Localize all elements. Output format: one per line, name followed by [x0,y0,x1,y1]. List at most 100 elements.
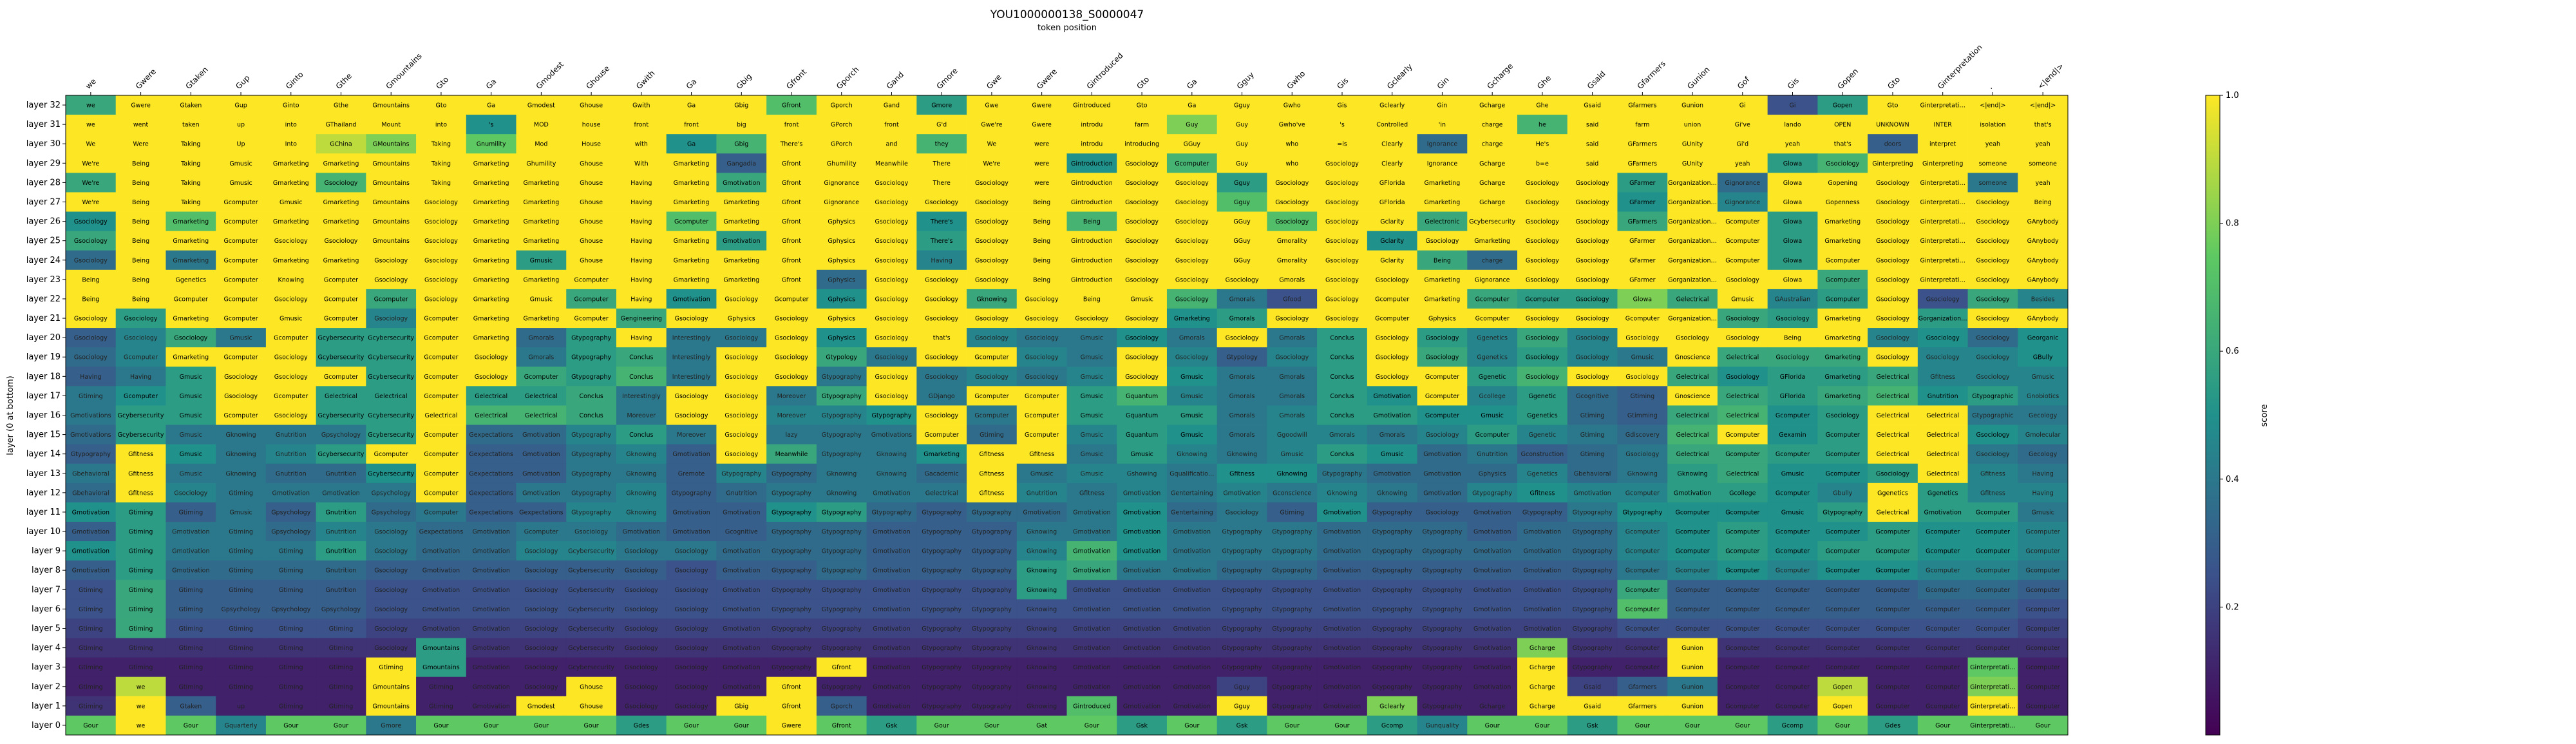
cell-label: Gcomputer [1826,568,1860,575]
heatmap-cell [1667,580,1718,600]
heatmap-cell [1117,463,1168,484]
heatmap-cell [1117,405,1168,425]
cell-label: Gtypography [1422,703,1462,710]
cell-label: Gsociology [1425,354,1459,361]
heatmap-cell [166,115,216,135]
cell-label: Gecology [2029,451,2058,458]
heatmap-cell [1617,502,1668,522]
heatmap-cell [1967,192,2018,212]
cell-label: Gtypography [571,470,611,477]
cell-label: Gphysics [828,335,855,342]
heatmap-cell [716,463,767,484]
cell-label: Gtypography [822,529,862,536]
heatmap-cell [1617,580,1668,600]
heatmap-cell [166,482,216,503]
cell-label: Gcomputer [1776,412,1810,419]
cell-label: Mod [535,141,547,148]
cell-label: Gtypography [1372,606,1412,613]
heatmap-cell [1317,250,1368,271]
cell-label: Gintroduction [1071,276,1113,283]
heatmap-cell [66,347,117,367]
heatmap-cell [1317,386,1368,406]
heatmap-cell [216,560,267,580]
heatmap-cell [66,715,117,736]
heatmap-cell [66,115,117,135]
plot-frame [65,95,2069,736]
heatmap-cell [366,657,417,678]
cell-label: Gsociology [374,257,408,264]
cell-label: Gsk [886,722,898,729]
cell-label: Gmusic [279,316,302,323]
heatmap-cell [1567,444,1618,464]
heatmap-cell [616,153,667,173]
heatmap-cell [816,386,867,406]
cell-label: Mount [381,122,401,129]
cell-label: Gsociology [1976,257,2009,264]
cell-label: GAnybody [2027,276,2059,283]
cell-label: Being [1033,218,1050,225]
cell-label: Gmotivation [1323,587,1361,594]
cell-label: Gopening [1828,180,1857,187]
cell-label: Gmotivation [1423,470,1461,477]
heatmap-cell [66,482,117,503]
heatmap-cell [566,192,617,212]
heatmap-cell [1217,618,1267,638]
heatmap-cell [366,482,417,503]
cell-label: Having [130,374,151,381]
cell-label: Gsociology [1625,374,1659,381]
heatmap-cell [1166,347,1218,367]
heatmap-cell [516,444,567,464]
heatmap-cell [1517,541,1568,561]
heatmap-cell [1066,541,1117,561]
heatmap-cell [366,463,417,484]
heatmap-cell [816,522,867,542]
heatmap-cell [1166,657,1218,678]
heatmap-cell [1166,638,1218,658]
heatmap-cell [1667,522,1718,542]
heatmap-cell [616,482,667,503]
cell-label: Gwho've [1279,122,1305,129]
cell-label: Gmarketing [1425,180,1461,187]
heatmap-cell [666,367,717,386]
heatmap-cell [1217,153,1267,173]
cell-label: Gtypography [922,529,961,536]
heatmap-cell [616,463,667,484]
cell-label: Ghumility [526,160,556,167]
heatmap-cell [1217,482,1267,503]
heatmap-cell [1166,211,1218,232]
cell-label: Gknowing [626,470,656,477]
cell-label: who [1285,141,1298,148]
cell-label: Gsociology [775,335,808,342]
cell-label: Gknowing [1027,645,1057,652]
heatmap-cell [866,541,917,561]
cell-label: Gmusic [1180,412,1203,419]
cell-label: Gmarketing [323,199,359,206]
heatmap-cell [216,115,267,135]
cell-label: Gmotivation [1373,412,1410,419]
heatmap-cell [66,638,117,658]
heatmap-cell [1517,309,1568,329]
cell-label: Gsociology [724,412,758,419]
cell-label: Gtypography [1222,568,1262,575]
cell-label: Gmorals [1379,432,1405,439]
heatmap-cell [1267,638,1318,658]
heatmap-cell [2018,386,2069,406]
heatmap-cell [1667,560,1718,580]
heatmap-cell [1117,328,1168,348]
cell-label: Gengineering [621,316,662,323]
heatmap-cell [1917,386,1968,406]
cell-label: that's [1834,141,1852,148]
cell-label: someone [2029,160,2057,167]
heatmap-cell [1667,173,1718,193]
cell-label: Gcybersecurity [368,374,414,381]
heatmap-cell [1367,289,1417,309]
heatmap-cell [1016,386,1067,406]
heatmap-cell [265,115,317,135]
heatmap-cell [1517,618,1568,638]
heatmap-cell [366,269,417,290]
heatmap-cell [1917,676,1968,697]
cell-label: Gmountains [372,218,410,225]
heatmap-cell [616,269,667,290]
cell-label: Gsociology [625,703,658,710]
cell-label: Gignorance [1725,180,1760,187]
